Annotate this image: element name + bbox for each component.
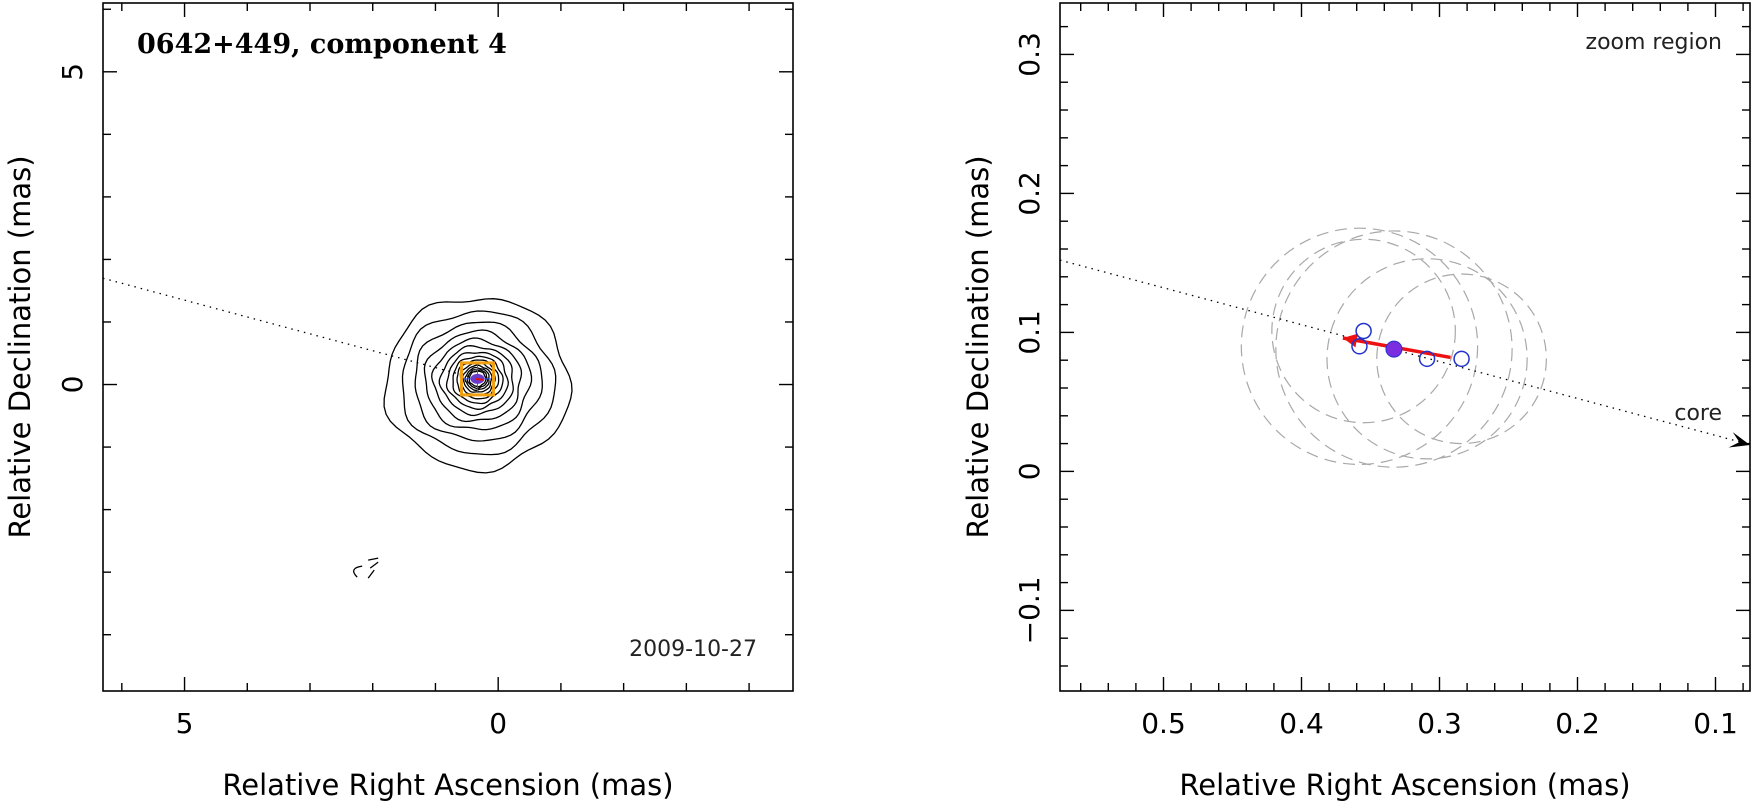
core-label: core <box>1674 401 1722 426</box>
motion-vector-head <box>1342 333 1358 348</box>
minor-contour <box>353 557 379 579</box>
uncertainty-circle <box>1271 238 1456 424</box>
y-tick-label: 0.2 <box>1013 171 1046 216</box>
uncertainty-circles <box>1240 227 1547 468</box>
epoch-point <box>1453 350 1470 368</box>
left-plot-frame <box>102 2 794 692</box>
right-x-axis-label: Relative Right Ascension (mas) <box>1179 768 1630 802</box>
contour-level <box>445 351 509 410</box>
contour-level <box>431 337 523 423</box>
position-points <box>1351 322 1470 368</box>
core-arrow <box>1728 432 1750 448</box>
epoch-point <box>1351 338 1368 355</box>
contour-map <box>383 298 573 474</box>
contour-fragment <box>353 565 363 578</box>
uncertainty-circle <box>1275 230 1513 468</box>
y-tick-label: 0 <box>1013 462 1046 480</box>
contour-level <box>383 298 573 474</box>
x-tick-label: 0.1 <box>1693 707 1738 740</box>
x-tick-label: 0.2 <box>1555 707 1600 740</box>
x-tick-label: 0 <box>489 707 507 740</box>
epoch-point <box>1355 322 1372 340</box>
zoom-label: zoom region <box>1586 30 1722 55</box>
x-tick-label: 0.4 <box>1279 707 1324 740</box>
date-label: 2009-10-27 <box>629 637 757 662</box>
left-axis-ticks: 5 0 5 0 <box>56 3 793 740</box>
right-panel: 0.5 0.4 0.3 0.2 0.1 −0.1 0 0.1 0.2 0.3 zoom regio… <box>961 2 1751 802</box>
left-panel: 5 0 5 0 0642+449, component 4 2009-10-27 Re… <box>3 2 794 802</box>
x-tick-label: 0.3 <box>1417 707 1462 740</box>
right-y-axis-label: Relative Declination (mas) <box>961 155 995 538</box>
y-tick-label: 0.3 <box>1013 32 1046 77</box>
x-tick-label: 5 <box>176 707 194 740</box>
uncertainty-circle <box>1240 227 1479 466</box>
motion-vector <box>475 377 484 381</box>
y-tick-label: 0.1 <box>1013 310 1046 355</box>
contour-level <box>401 310 557 456</box>
left-title: 0642+449, component 4 <box>137 29 507 60</box>
contour-fragment <box>367 557 379 579</box>
contour-level <box>423 329 533 431</box>
uncertainty-circle <box>1376 273 1547 445</box>
component-box <box>459 361 495 397</box>
right-plot-frame <box>1059 2 1751 692</box>
epoch-point <box>1418 350 1436 368</box>
x-tick-label: 0.5 <box>1141 707 1186 740</box>
trajectory-line <box>1059 259 1745 444</box>
right-axis-ticks: 0.5 0.4 0.3 0.2 0.1 −0.1 0 0.1 0.2 0.3 <box>1013 3 1750 740</box>
component-marker <box>459 361 495 397</box>
left-x-axis-label: Relative Right Ascension (mas) <box>222 768 673 802</box>
y-tick-label: 0 <box>56 376 89 394</box>
y-tick-label: −0.1 <box>1013 576 1046 644</box>
current-epoch-point <box>1385 340 1403 358</box>
y-tick-label: 5 <box>56 63 89 81</box>
contour-level <box>414 321 543 442</box>
contour-level <box>438 345 514 417</box>
contour-level <box>461 364 493 393</box>
left-y-axis-label: Relative Declination (mas) <box>3 155 37 538</box>
uncertainty-circle <box>1326 258 1528 460</box>
contour-level <box>452 355 504 405</box>
